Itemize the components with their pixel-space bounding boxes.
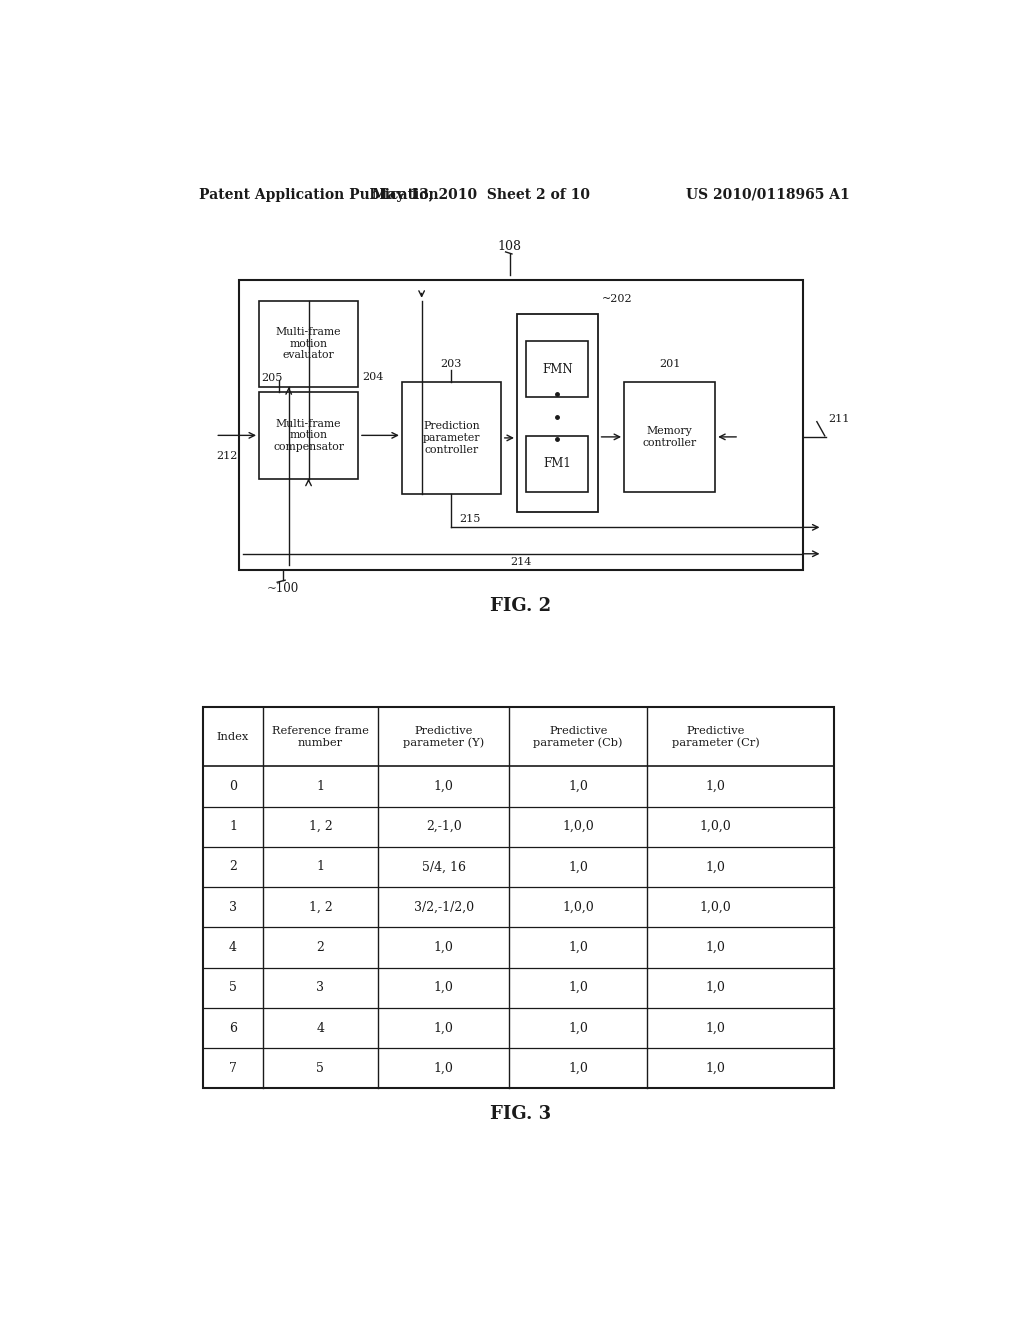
Text: 0: 0 [229, 780, 237, 793]
Text: 1,0: 1,0 [568, 861, 588, 874]
Bar [526, 436, 588, 492]
Text: 5: 5 [316, 1061, 325, 1074]
Text: Multi-frame
motion
evaluator: Multi-frame motion evaluator [275, 327, 341, 360]
Text: Predictive
parameter (Y): Predictive parameter (Y) [403, 726, 484, 748]
Text: Predictive
parameter (Cb): Predictive parameter (Cb) [534, 726, 623, 748]
Text: 5: 5 [229, 981, 237, 994]
Text: 1,0: 1,0 [706, 941, 726, 954]
Bar [401, 381, 501, 494]
Text: 1,0: 1,0 [568, 981, 588, 994]
Text: 1,0: 1,0 [706, 1061, 726, 1074]
Text: 1,0: 1,0 [568, 1061, 588, 1074]
Text: 7: 7 [229, 1061, 237, 1074]
Text: 1,0,0: 1,0,0 [699, 820, 731, 833]
Text: 4: 4 [316, 1022, 325, 1035]
Text: 1,0: 1,0 [434, 941, 454, 954]
Text: 1,0: 1,0 [434, 780, 454, 793]
Text: 214: 214 [510, 557, 531, 566]
Text: 108: 108 [498, 240, 521, 253]
Text: ~100: ~100 [267, 582, 299, 595]
Text: 201: 201 [659, 359, 680, 368]
Text: 212: 212 [216, 450, 238, 461]
Text: Memory
controller: Memory controller [643, 426, 696, 447]
Text: FIG. 3: FIG. 3 [490, 1105, 551, 1123]
Text: 1: 1 [316, 861, 325, 874]
Text: 211: 211 [828, 413, 850, 424]
Text: 5/4, 16: 5/4, 16 [422, 861, 466, 874]
Text: 1, 2: 1, 2 [308, 820, 333, 833]
Bar [259, 301, 358, 387]
Bar [517, 314, 598, 512]
Text: Reference frame
number: Reference frame number [272, 726, 369, 747]
Text: 3/2,-1/2,0: 3/2,-1/2,0 [414, 900, 474, 913]
Text: Predictive
parameter (Cr): Predictive parameter (Cr) [672, 726, 760, 748]
Text: 1,0: 1,0 [568, 941, 588, 954]
Text: 1: 1 [229, 820, 237, 833]
Text: 1,0: 1,0 [706, 981, 726, 994]
Text: 1,0,0: 1,0,0 [699, 900, 731, 913]
Text: Patent Application Publication: Patent Application Publication [200, 187, 439, 202]
Bar [240, 280, 803, 570]
Text: 1,0: 1,0 [434, 1022, 454, 1035]
Text: US 2010/0118965 A1: US 2010/0118965 A1 [686, 187, 850, 202]
Text: Multi-frame
motion
compensator: Multi-frame motion compensator [273, 418, 344, 451]
Text: 4: 4 [229, 941, 237, 954]
Text: 6: 6 [229, 1022, 237, 1035]
Text: FIG. 2: FIG. 2 [490, 597, 551, 615]
Text: 2: 2 [229, 861, 237, 874]
Text: FMN: FMN [542, 363, 572, 376]
Text: Prediction
parameter
controller: Prediction parameter controller [423, 421, 480, 454]
Text: 1,0: 1,0 [706, 861, 726, 874]
Text: 2: 2 [316, 941, 325, 954]
Bar [526, 342, 588, 397]
Text: 1: 1 [316, 780, 325, 793]
Text: 1,0: 1,0 [568, 780, 588, 793]
Text: 1,0,0: 1,0,0 [562, 820, 594, 833]
Text: May 13, 2010  Sheet 2 of 10: May 13, 2010 Sheet 2 of 10 [372, 187, 590, 202]
Text: 3: 3 [229, 900, 237, 913]
Text: 3: 3 [316, 981, 325, 994]
Text: 205: 205 [261, 374, 283, 383]
Text: 203: 203 [440, 359, 462, 368]
Bar [624, 381, 715, 492]
Text: 1,0: 1,0 [706, 1022, 726, 1035]
Text: 2,-1,0: 2,-1,0 [426, 820, 462, 833]
Text: 215: 215 [460, 515, 480, 524]
Text: ~202: ~202 [602, 293, 633, 304]
Text: 1,0: 1,0 [434, 981, 454, 994]
Text: 1,0: 1,0 [434, 1061, 454, 1074]
Text: 1,0: 1,0 [568, 1022, 588, 1035]
Text: FM1: FM1 [544, 457, 571, 470]
Text: 1,0,0: 1,0,0 [562, 900, 594, 913]
Bar [204, 708, 835, 1089]
Bar [259, 392, 358, 479]
Text: 1, 2: 1, 2 [308, 900, 333, 913]
Text: 204: 204 [362, 372, 383, 381]
Text: Index: Index [217, 731, 249, 742]
Text: 1,0: 1,0 [706, 780, 726, 793]
